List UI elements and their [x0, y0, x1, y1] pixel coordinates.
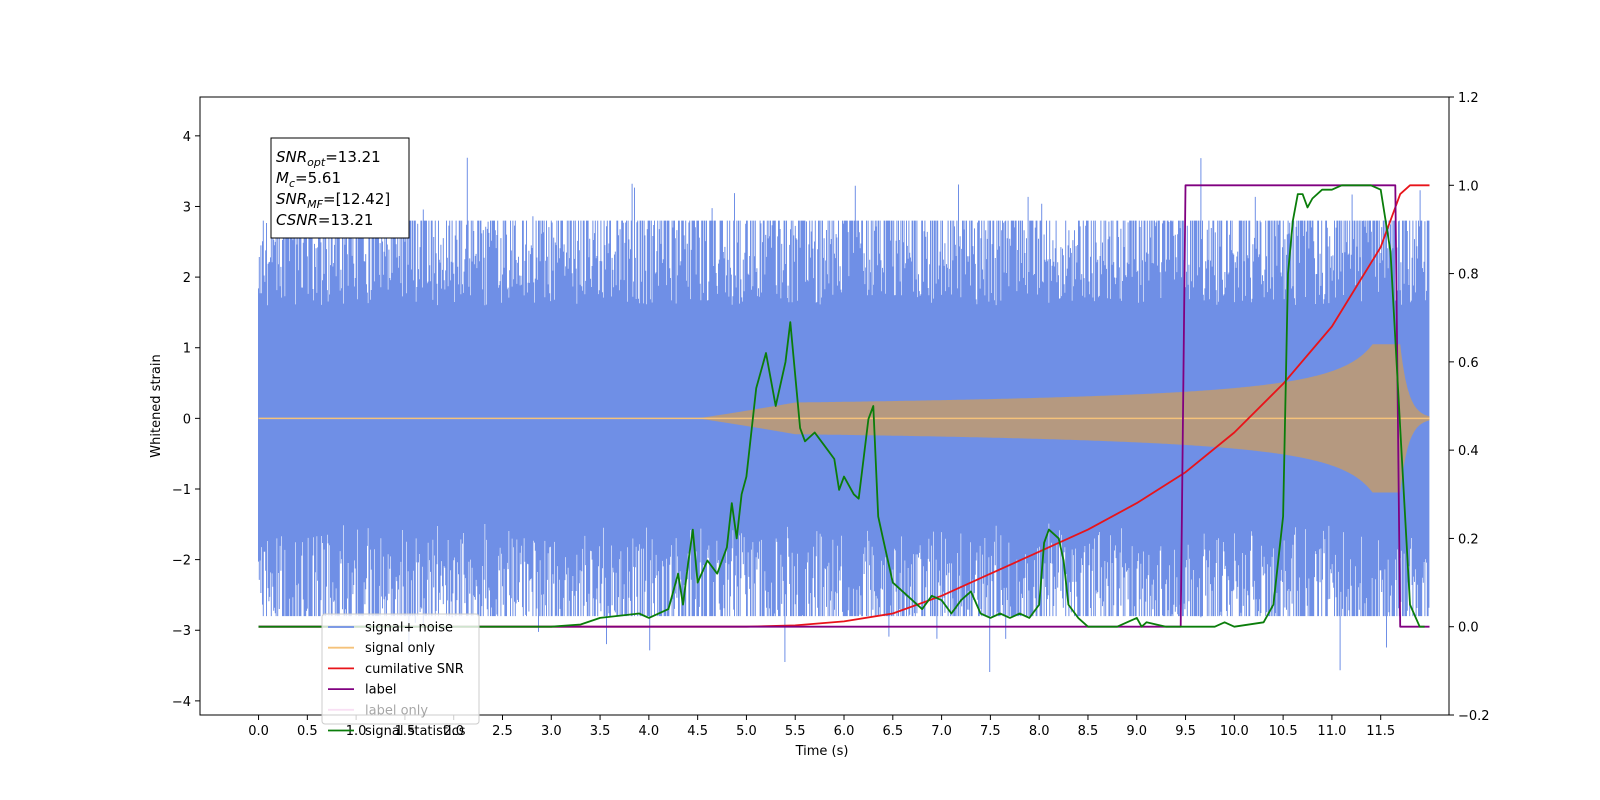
stats-annotation: SNRopt=13.21Mc=5.61SNRMF=[12.42]CSNR=13.… — [270, 137, 410, 239]
y-tick-label: −4 — [172, 695, 191, 710]
annotation-line: SNRMF=[12.42] — [276, 190, 390, 211]
x-tick-label: 10.0 — [1220, 724, 1249, 739]
y2-tick-label: 0.8 — [1458, 268, 1479, 283]
legend-entry-label: label — [328, 683, 396, 698]
x-tick-label: 2.0 — [443, 724, 464, 739]
legend-label: signal+ noise — [365, 621, 453, 636]
legend-box — [321, 613, 480, 725]
y2-tick-label: 0.4 — [1458, 444, 1479, 459]
x-tick-label: 6.5 — [882, 724, 903, 739]
legend-label: label only — [365, 703, 428, 718]
x-tick-label: 4.0 — [639, 724, 660, 739]
x-tick-label: 9.0 — [1126, 724, 1147, 739]
legend: signal+ noise signal only cumilative SNR la… — [321, 613, 480, 739]
y-axis-label: Whitened strain — [149, 354, 164, 457]
y-tick-label: −1 — [172, 483, 191, 498]
legend-entry-cumilative-snr: cumilative SNR — [328, 662, 464, 677]
x-tick-label: 11.0 — [1317, 724, 1346, 739]
x-tick-label: 8.5 — [1078, 724, 1099, 739]
x-tick-label: 0.0 — [248, 724, 269, 739]
y-tick-label: 1 — [183, 342, 191, 357]
annotation-box — [270, 137, 410, 239]
annotation-line: SNRopt=13.21 — [276, 148, 381, 169]
y-axis-right: −0.2 0.0 0.2 0.4 0.6 0.8 1.0 1.2 — [1449, 91, 1490, 724]
y2-tick-label: 1.2 — [1458, 91, 1479, 106]
y-tick-label: 4 — [183, 130, 191, 145]
x-axis: 0.0 0.5 1.0 1.5 2.0 2.5 3.0 3.5 4.0 4.5 5.0 5.5 6.0 6… — [248, 715, 1395, 739]
x-tick-label: 11.5 — [1366, 724, 1395, 739]
x-axis-label: Time (s) — [795, 744, 849, 759]
x-tick-label: 3.5 — [590, 724, 611, 739]
x-tick-label: 5.5 — [785, 724, 806, 739]
y-tick-label: 0 — [183, 412, 191, 427]
legend-label: cumilative SNR — [365, 662, 464, 677]
legend-entry-label-only: label only — [328, 703, 428, 718]
x-tick-label: 8.0 — [1029, 724, 1050, 739]
legend-label: label — [365, 683, 396, 698]
legend-entry-signal-noise: signal+ noise — [328, 621, 453, 636]
x-tick-label: 1.5 — [395, 724, 416, 739]
x-tick-label: 9.5 — [1175, 724, 1196, 739]
series-label — [258, 184, 1430, 628]
y-tick-label: 2 — [183, 271, 191, 286]
y-tick-label: 3 — [183, 200, 191, 215]
legend-label: signal statistics — [365, 724, 466, 739]
plot-frame — [199, 96, 1450, 716]
y-tick-label: −2 — [172, 554, 191, 569]
y-tick-label: −3 — [172, 624, 191, 639]
y2-tick-label: 0.2 — [1458, 532, 1479, 547]
y-axis-left: −4 −3 −2 −1 0 1 2 3 4 — [172, 130, 200, 710]
y2-tick-label: 0.6 — [1458, 356, 1479, 371]
y2-tick-label: −0.2 — [1458, 709, 1490, 724]
x-tick-label: 6.0 — [834, 724, 855, 739]
series-cumilative-snr — [258, 184, 1430, 628]
x-tick-label: 5.0 — [736, 724, 757, 739]
legend-entry-signal-only: signal only — [328, 641, 435, 656]
series-layer — [258, 157, 1430, 672]
x-tick-label: 1.0 — [346, 724, 367, 739]
legend-entry-signal-statistics: signal statistics — [328, 724, 466, 739]
x-tick-label: 7.5 — [980, 724, 1001, 739]
y2-tick-label: 1.0 — [1458, 179, 1479, 194]
y2-tick-label: 0.0 — [1458, 621, 1479, 636]
x-tick-label: 7.0 — [931, 724, 952, 739]
x-tick-label: 0.5 — [297, 724, 318, 739]
x-tick-label: 3.0 — [541, 724, 562, 739]
legend-label: signal only — [365, 641, 435, 656]
series-signal-statistics — [258, 184, 1425, 628]
x-tick-label: 2.5 — [492, 724, 513, 739]
annotation-line: CSNR=13.21 — [276, 211, 373, 229]
x-tick-label: 10.5 — [1269, 724, 1298, 739]
x-tick-label: 4.5 — [687, 724, 708, 739]
annotation-line: Mc=5.61 — [276, 169, 341, 190]
